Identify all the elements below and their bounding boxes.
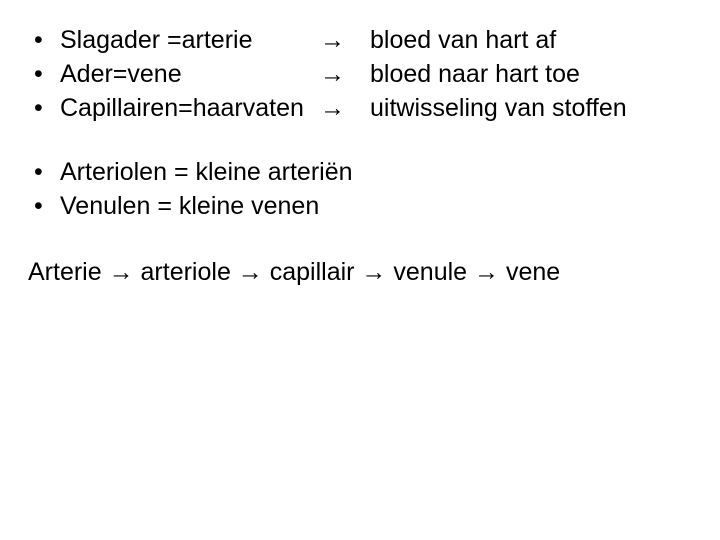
arrow-icon: → [320, 92, 370, 124]
arrow-icon: → [320, 58, 370, 90]
definition-text: Arteriolen = kleine arteriën [60, 156, 353, 188]
list-row: • Capillairen=haarvaten → uitwisseling v… [28, 92, 692, 124]
spacer [28, 126, 692, 156]
arrow-icon: → [320, 24, 370, 56]
list-row: • Venulen = kleine venen [28, 190, 692, 222]
term-text: Ader=vene [60, 58, 320, 90]
term-text: Capillairen=haarvaten [60, 92, 320, 124]
list-row: • Slagader =arterie → bloed van hart af [28, 24, 692, 56]
slide-content: • Slagader =arterie → bloed van hart af … [0, 0, 720, 312]
bullet-icon: • [28, 24, 60, 56]
definition-text: bloed van hart af [370, 24, 692, 56]
list-row: • Arteriolen = kleine arteriën [28, 156, 692, 188]
list-row: • Ader=vene → bloed naar hart toe [28, 58, 692, 90]
definition-text: uitwisseling van stoffen [370, 92, 692, 124]
term-text: Slagader =arterie [60, 24, 320, 56]
bullet-icon: • [28, 92, 60, 124]
bullet-icon: • [28, 156, 60, 188]
definition-text: bloed naar hart toe [370, 58, 692, 90]
bullet-icon: • [28, 58, 60, 90]
definition-text: Venulen = kleine venen [60, 190, 319, 222]
spacer [28, 224, 692, 252]
flow-chain-text: Arterie → arteriole → capillair → venule… [28, 252, 692, 288]
bullet-icon: • [28, 190, 60, 222]
